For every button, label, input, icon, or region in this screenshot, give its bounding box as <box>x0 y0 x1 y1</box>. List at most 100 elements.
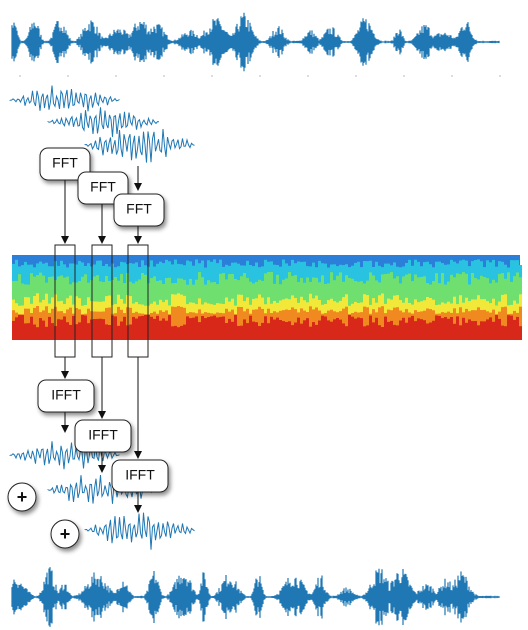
spectrogram-cell <box>219 317 222 340</box>
spectrogram-cell <box>363 326 366 340</box>
spectrogram-cell <box>132 317 135 340</box>
spectrogram-cell <box>180 326 183 340</box>
spectrogram-cell <box>330 322 333 340</box>
spectrogram-cell <box>159 321 162 340</box>
spectrogram-cell <box>66 322 69 340</box>
spectrogram-cell <box>390 321 393 340</box>
spectrogram-cell <box>312 322 315 340</box>
spectrogram-cell <box>318 321 321 341</box>
waveform-segment <box>10 86 120 112</box>
sum-node: + <box>51 520 79 548</box>
spectrogram-cell <box>39 318 42 340</box>
waveform-segment <box>85 513 195 550</box>
spectrogram-cell <box>411 316 414 340</box>
spectrogram-cell <box>150 317 153 340</box>
spectrogram-cell <box>306 318 309 340</box>
spectrogram-cell <box>396 325 399 340</box>
spectrogram-cell <box>45 327 48 340</box>
spectrogram-cell <box>57 319 60 340</box>
spectrogram-cell <box>468 319 471 340</box>
spectrogram-cell <box>117 326 120 340</box>
spectrogram-cell <box>195 316 198 340</box>
spectrogram-cell <box>510 316 513 340</box>
spectrogram-cell <box>33 325 36 341</box>
spectrogram-cell <box>453 324 456 340</box>
spectrogram-cell <box>93 319 96 340</box>
spectrogram-cell <box>186 316 189 340</box>
spectrogram-cell <box>261 323 264 340</box>
waveform-segment <box>48 107 159 137</box>
spectrogram-cell <box>135 319 138 341</box>
spectrogram-cell <box>279 320 282 340</box>
spectrogram-cell <box>51 323 54 340</box>
spectrogram-cell <box>270 317 273 340</box>
spectrogram-cell <box>351 317 354 340</box>
spectrogram-cell <box>429 323 432 341</box>
spectrogram-cell <box>162 318 165 340</box>
spectrogram-cell <box>303 320 306 340</box>
fft-label: FFT <box>52 155 78 171</box>
spectrogram-cell <box>423 320 426 340</box>
spectrogram-cell <box>96 319 99 340</box>
spectrogram-cell <box>78 322 81 340</box>
spectrogram-cell <box>294 323 297 341</box>
spectrogram-cell <box>30 317 33 340</box>
spectrogram-cell <box>264 316 267 340</box>
spectrogram-cell <box>12 321 15 340</box>
spectrogram-cell <box>21 315 24 340</box>
spectrogram-cell <box>441 318 444 340</box>
spectrogram-cell <box>327 320 330 340</box>
ifft-label: IFFT <box>125 467 155 483</box>
spectrogram-cell <box>207 317 210 340</box>
spectrogram-cell <box>300 324 303 340</box>
ifft-label: IFFT <box>88 427 118 443</box>
spectrogram-cell <box>282 321 285 340</box>
spectrogram-cell <box>42 321 45 340</box>
spectrogram-cell <box>426 324 429 341</box>
spectrogram-cell <box>513 320 516 340</box>
fft-box: FFT <box>114 194 164 226</box>
spectrogram-cell <box>354 319 357 340</box>
spectrogram-cell <box>342 323 345 340</box>
spectrogram-cell <box>249 316 252 340</box>
spectrogram-cell <box>225 323 228 340</box>
spectrogram-cell <box>144 315 147 340</box>
spectrogram-cell <box>450 317 453 340</box>
spectrogram-cell <box>291 325 294 340</box>
spectrogram-cell <box>516 317 519 340</box>
spectrogram-cell <box>474 321 477 340</box>
spectrogram-cell <box>48 317 51 340</box>
spectrogram-cell <box>258 326 261 340</box>
spectrogram-cell <box>462 318 465 340</box>
spectrogram-cell <box>336 318 339 340</box>
spectrogram-cell <box>495 315 498 340</box>
spectrogram-cell <box>174 326 177 340</box>
spectrogram-cell <box>486 319 489 340</box>
spectrogram-cell <box>459 325 462 340</box>
spectrogram-cell <box>393 325 396 340</box>
spectrogram-cell <box>252 322 255 340</box>
spectrogram-cell <box>402 318 405 340</box>
spectrogram-cell <box>237 326 240 340</box>
spectrogram-cell <box>414 321 417 340</box>
sum-label: + <box>17 487 28 507</box>
spectrogram-cell <box>315 325 318 340</box>
spectrogram-cell <box>465 323 468 340</box>
spectrogram-cell <box>36 327 39 340</box>
spectrogram-cell <box>375 318 378 340</box>
spectrogram-cell <box>432 321 435 340</box>
spectrogram <box>12 255 522 340</box>
spectrogram-cell <box>198 322 201 340</box>
spectrogram-cell <box>69 325 72 340</box>
spectrogram-cell <box>129 325 132 341</box>
spectrogram-cell <box>366 325 369 340</box>
spectrogram-cell <box>276 318 279 340</box>
spectrogram-cell <box>273 320 276 341</box>
spectrogram-cell <box>222 317 225 341</box>
spectrogram-cell <box>504 326 507 340</box>
spectrogram-cell <box>255 322 258 340</box>
spectrogram-cell <box>378 325 381 340</box>
sum-node: + <box>8 483 36 511</box>
spectrogram-cell <box>492 322 495 340</box>
spectrogram-cell <box>120 322 123 341</box>
